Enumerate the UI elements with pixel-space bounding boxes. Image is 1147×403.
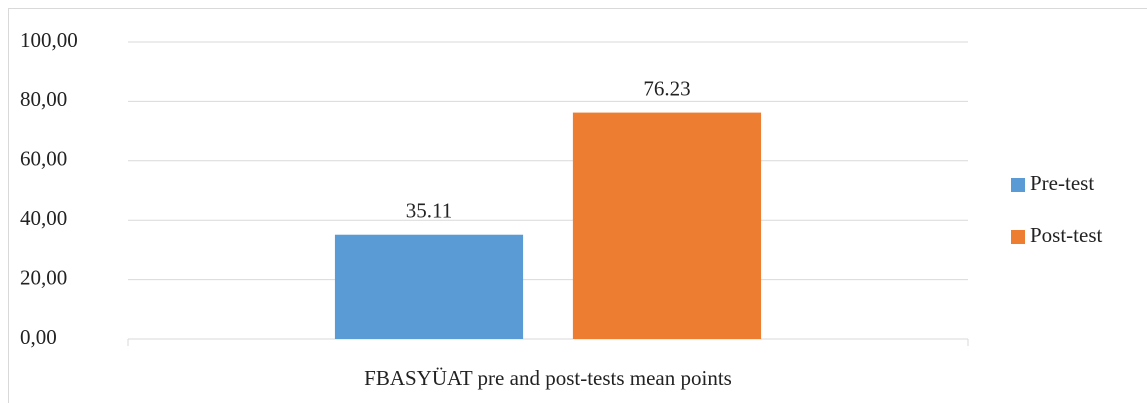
y-tick-label: 80,00 <box>20 87 67 111</box>
y-tick-label: 20,00 <box>20 265 67 289</box>
y-tick-label: 60,00 <box>20 147 67 171</box>
data-label: 35.11 <box>406 199 452 223</box>
legend-swatch <box>1011 178 1025 192</box>
legend-swatch <box>1011 230 1025 244</box>
y-tick-label: 0,00 <box>20 325 57 349</box>
y-tick-label: 100,00 <box>20 28 78 52</box>
chart-frame <box>8 8 1147 403</box>
x-tick-label: FBASYÜAT pre and post-tests mean points <box>364 366 732 390</box>
bar <box>572 112 762 340</box>
bar <box>334 234 524 339</box>
data-label: 76.23 <box>643 76 690 100</box>
y-tick-label: 40,00 <box>20 206 67 230</box>
legend-label: Post-test <box>1030 223 1103 247</box>
legend-label: Pre-test <box>1030 171 1094 195</box>
